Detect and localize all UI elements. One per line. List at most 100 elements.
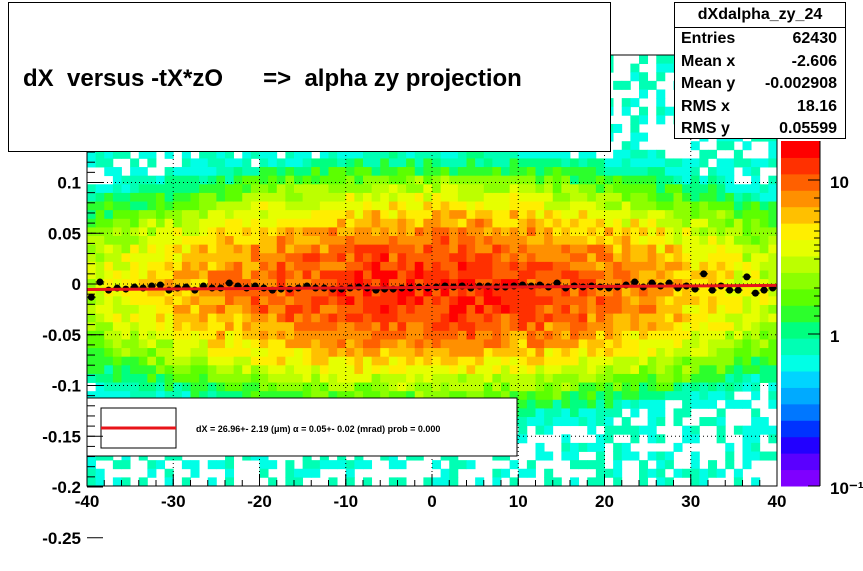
- heatmap-cell: [647, 348, 657, 358]
- heatmap-cell: [423, 313, 433, 323]
- heatmap-cell: [475, 192, 485, 202]
- heatmap-cell: [751, 270, 761, 280]
- heatmap-cell: [87, 287, 97, 297]
- z-axis: 10 1 10⁻¹: [830, 173, 863, 498]
- heatmap-cell: [397, 382, 407, 392]
- heatmap-cell: [190, 218, 200, 228]
- heatmap-cell: [613, 425, 623, 435]
- heatmap-cell: [613, 304, 623, 314]
- heatmap-cell: [475, 477, 485, 487]
- heatmap-cell: [432, 391, 442, 401]
- heatmap-cell: [673, 218, 683, 228]
- heatmap-cell: [164, 468, 174, 478]
- heatmap-cell: [768, 192, 778, 202]
- y-tick-label: -0.25: [42, 529, 81, 548]
- heatmap-cell: [544, 175, 554, 185]
- heatmap-cell: [199, 149, 209, 159]
- heatmap-cell: [570, 261, 580, 271]
- heatmap-cell: [475, 253, 485, 263]
- heatmap-cell: [682, 175, 692, 185]
- heatmap-cell: [130, 253, 140, 263]
- heatmap-cell: [501, 313, 511, 323]
- heatmap-cell: [371, 304, 381, 314]
- heatmap-cell: [613, 460, 623, 470]
- heatmap-cell: [483, 227, 493, 237]
- heatmap-cell: [639, 339, 649, 349]
- heatmap-cell: [130, 261, 140, 271]
- heatmap-cell: [414, 330, 424, 340]
- heatmap-cell: [621, 313, 631, 323]
- heatmap-cell: [699, 227, 709, 237]
- heatmap-cell: [138, 244, 148, 254]
- heatmap-cell: [216, 287, 226, 297]
- heatmap-cell: [440, 287, 450, 297]
- heatmap-cell: [483, 253, 493, 263]
- heatmap-cell: [751, 339, 761, 349]
- heatmap-cell: [319, 391, 329, 401]
- heatmap-cell: [751, 210, 761, 220]
- heatmap-cell: [147, 365, 157, 375]
- heatmap-cell: [181, 244, 191, 254]
- heatmap-cell: [561, 373, 571, 383]
- heatmap-cell: [164, 261, 174, 271]
- color-palette: [781, 141, 821, 487]
- heatmap-cell: [173, 356, 183, 366]
- heatmap-cell: [630, 184, 640, 194]
- heatmap-cell: [561, 149, 571, 159]
- heatmap-cell: [535, 442, 545, 452]
- heatmap-cell: [742, 192, 752, 202]
- heatmap-cell: [552, 244, 562, 254]
- heatmap-cell: [682, 468, 692, 478]
- heatmap-cell: [535, 253, 545, 263]
- heatmap-cell: [380, 279, 390, 289]
- heatmap-cell: [423, 348, 433, 358]
- heatmap-cell: [501, 356, 511, 366]
- heatmap-cell: [414, 210, 424, 220]
- heatmap-cell: [561, 184, 571, 194]
- heatmap-cell: [121, 356, 131, 366]
- heatmap-cell: [526, 391, 536, 401]
- heatmap-cell: [250, 296, 260, 306]
- y-tick-label: -0.15: [42, 427, 81, 446]
- heatmap-cell: [449, 365, 459, 375]
- heatmap-cell: [380, 365, 390, 375]
- heatmap-cell: [371, 192, 381, 202]
- heatmap-cell: [751, 434, 761, 444]
- heatmap-cell: [181, 270, 191, 280]
- heatmap-cell: [268, 192, 278, 202]
- heatmap-cell: [156, 330, 166, 340]
- heatmap-cell: [768, 261, 778, 271]
- heatmap-cell: [173, 192, 183, 202]
- heatmap-cell: [147, 304, 157, 314]
- heatmap-cell: [250, 365, 260, 375]
- heatmap-cell: [95, 296, 105, 306]
- heatmap-cell: [432, 184, 442, 194]
- heatmap-cell: [725, 373, 735, 383]
- profile-point: [708, 286, 716, 294]
- heatmap-cell: [509, 149, 519, 159]
- heatmap-cell: [440, 218, 450, 228]
- heatmap-cell: [285, 391, 295, 401]
- heatmap-cell: [319, 348, 329, 358]
- heatmap-cell: [207, 460, 217, 470]
- heatmap-cell: [733, 365, 743, 375]
- heatmap-cell: [716, 425, 726, 435]
- heatmap-cell: [475, 373, 485, 383]
- heatmap-cell: [604, 184, 614, 194]
- heatmap-cell: [759, 279, 769, 289]
- heatmap-cell: [466, 175, 476, 185]
- heatmap-cell: [328, 244, 338, 254]
- heatmap-cell: [354, 373, 364, 383]
- heatmap-cell: [466, 218, 476, 228]
- heatmap-cell: [621, 451, 631, 461]
- x-tick-label: -40: [75, 492, 100, 511]
- heatmap-cell: [112, 244, 122, 254]
- heatmap-cell: [319, 296, 329, 306]
- heatmap-cell: [294, 201, 304, 211]
- heatmap-cell: [328, 304, 338, 314]
- heatmap-cell: [233, 270, 243, 280]
- heatmap-cell: [406, 270, 416, 280]
- heatmap-cell: [440, 382, 450, 392]
- heatmap-cell: [138, 270, 148, 280]
- heatmap-cell: [457, 339, 467, 349]
